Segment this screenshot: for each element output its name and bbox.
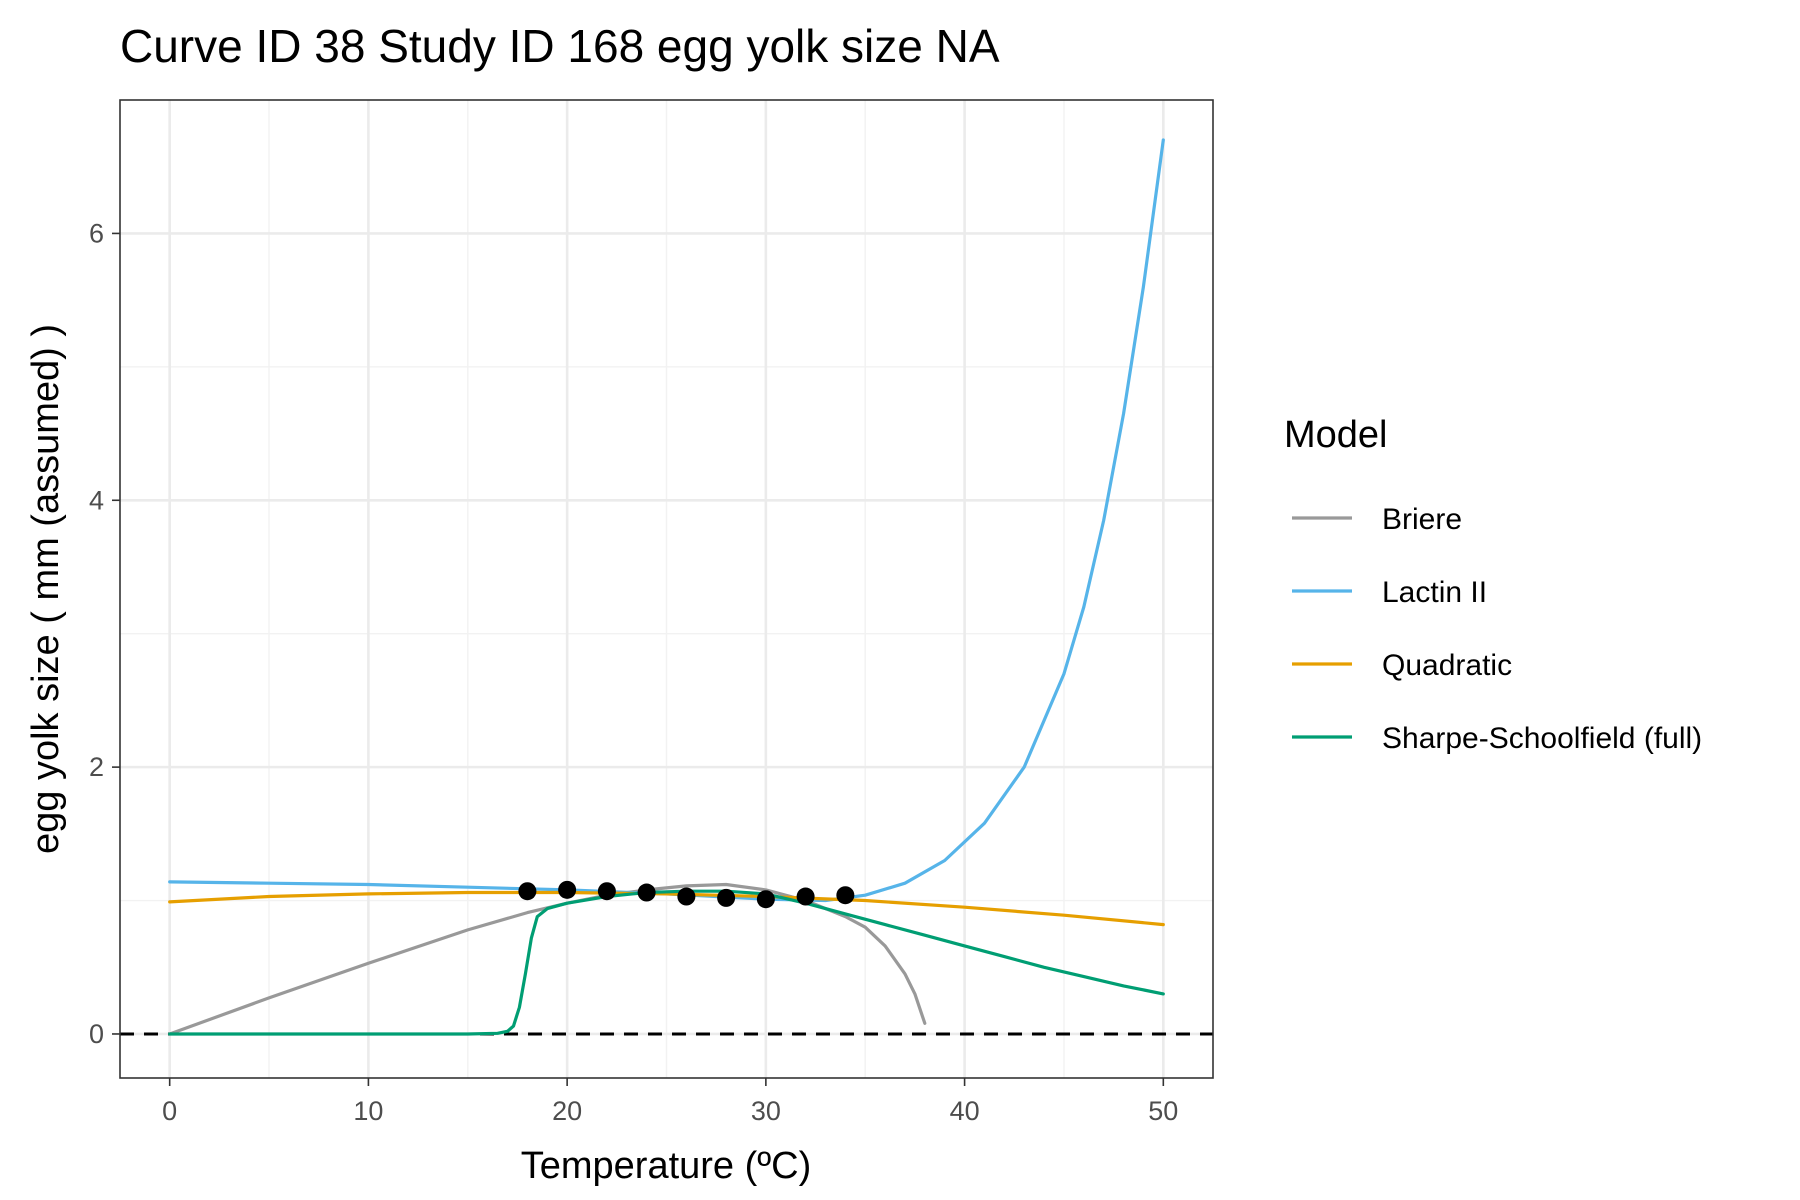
x-tick-label: 50 xyxy=(1148,1096,1178,1126)
y-axis-title: egg yolk size ( mm (assumed) ) xyxy=(25,324,67,854)
legend-label: Lactin II xyxy=(1382,576,1487,609)
data-point xyxy=(836,886,855,905)
legend: Model Briere Lactin II Quadratic Sharpe-Sch… xyxy=(1284,414,1702,755)
y-tick-label: 0 xyxy=(89,1019,104,1049)
panel-border xyxy=(119,99,1214,1079)
y-axis: 0 2 4 6 xyxy=(89,218,120,1049)
data-point xyxy=(558,880,577,899)
series-layer xyxy=(168,138,1165,1036)
points-layer xyxy=(518,880,855,909)
legend-item: Briere xyxy=(1292,503,1462,536)
data-point xyxy=(756,890,775,909)
x-axis-title: Temperature (ºC) xyxy=(521,1145,812,1187)
series-line-lactin-ii xyxy=(168,138,1165,903)
series-line-briere xyxy=(168,882,927,1036)
legend-item: Sharpe-Schoolfield (full) xyxy=(1292,722,1702,755)
grid-major xyxy=(120,100,1213,1078)
data-point xyxy=(717,888,736,907)
x-axis: 0 10 20 30 40 50 xyxy=(162,1078,1178,1126)
legend-label: Sharpe-Schoolfield (full) xyxy=(1382,722,1702,755)
legend-label: Quadratic xyxy=(1382,649,1512,682)
y-tick-label: 4 xyxy=(89,485,104,515)
series-line-sharpe-schoolfield-full xyxy=(168,889,1165,1036)
x-tick-label: 0 xyxy=(162,1096,177,1126)
x-tick-label: 40 xyxy=(950,1096,980,1126)
data-point xyxy=(796,887,815,906)
grid-minor xyxy=(120,100,1213,1078)
legend-item: Lactin II xyxy=(1292,576,1487,609)
x-tick-label: 30 xyxy=(751,1096,781,1126)
legend-title: Model xyxy=(1284,414,1388,456)
series-line-quadratic xyxy=(168,890,1165,927)
legend-label: Briere xyxy=(1382,503,1462,536)
x-tick-label: 10 xyxy=(353,1096,383,1126)
chart-title: Curve ID 38 Study ID 168 egg yolk size N… xyxy=(120,20,1000,72)
data-point xyxy=(518,882,537,901)
data-point xyxy=(677,887,696,906)
y-tick-label: 6 xyxy=(89,218,104,248)
data-point xyxy=(637,883,656,902)
y-tick-label: 2 xyxy=(89,752,104,782)
data-point xyxy=(597,882,616,901)
legend-item: Quadratic xyxy=(1292,649,1512,682)
x-tick-label: 20 xyxy=(552,1096,582,1126)
plot-panel xyxy=(119,99,1214,1079)
